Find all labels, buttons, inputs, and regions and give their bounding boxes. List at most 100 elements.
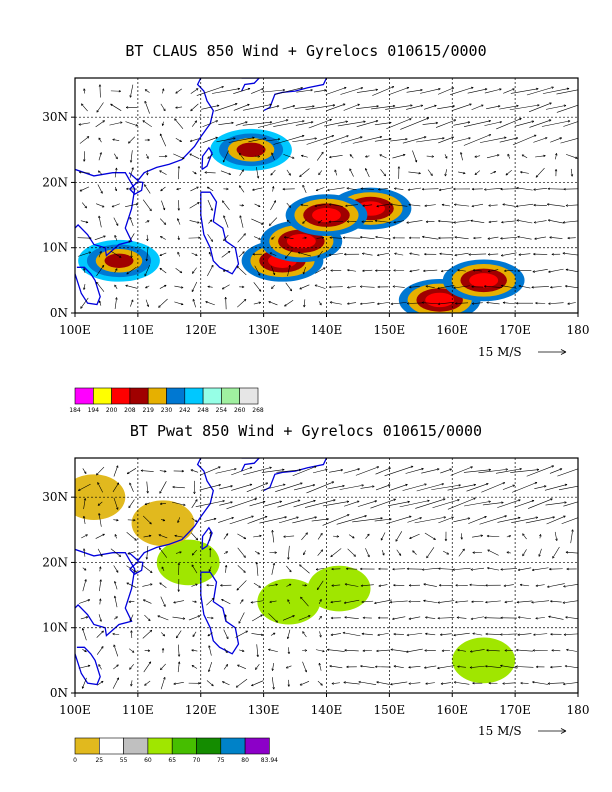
wind-vector (546, 515, 566, 525)
colorbar-label: 200 (106, 407, 118, 414)
wind-vector (549, 468, 563, 474)
wind-vector-head (99, 598, 102, 601)
coastline (75, 548, 136, 637)
reference-vector-label: 15 M/S (478, 724, 522, 738)
wind-vector-head (269, 600, 272, 604)
wind-vector (286, 219, 291, 224)
wind-vector (544, 484, 568, 491)
wind-vector-head (129, 160, 133, 163)
wind-vector-head (357, 468, 360, 471)
wind-vector (438, 220, 454, 223)
wind-vector-head (270, 173, 273, 176)
wind-vector (114, 595, 118, 608)
wind-vector (99, 566, 101, 572)
wind-vector-head (279, 500, 282, 503)
wind-vector (502, 302, 515, 305)
wind-vector-head (257, 552, 260, 555)
wind-vector-head (349, 154, 353, 157)
wind-vector (231, 466, 253, 476)
wind-vector (501, 220, 517, 223)
wind-vector (439, 253, 453, 256)
wind-vector-head (321, 236, 325, 239)
wind-vector-head (101, 205, 105, 208)
wind-vector-head (163, 284, 167, 288)
coastline (241, 458, 261, 472)
coastline (200, 571, 240, 655)
wind-vector (486, 649, 500, 652)
wind-vector-head (286, 636, 290, 640)
wind-vector (365, 533, 370, 539)
wind-vector-head (114, 188, 118, 192)
wind-vector (365, 168, 370, 178)
wind-vector (144, 650, 150, 652)
wind-vector-head (304, 669, 307, 673)
wind-vector-head (425, 682, 428, 685)
wind-vector (374, 518, 392, 522)
wind-vector-head (314, 137, 317, 140)
wind-vector (144, 614, 151, 621)
wind-vector-head (318, 662, 321, 666)
wind-vector-head (442, 498, 446, 501)
wind-vector-head (518, 516, 521, 520)
wind-vector (143, 661, 152, 673)
wind-vector-head (115, 167, 118, 171)
wind-vector-head (198, 682, 201, 685)
wind-vector (402, 136, 427, 144)
wind-vector (390, 649, 407, 653)
wind-vector (330, 548, 342, 558)
wind-vector (394, 253, 404, 256)
wind-vector-head (503, 584, 507, 587)
wind-vector-head (160, 188, 163, 192)
wind-vector (190, 469, 199, 473)
wind-vector-head (547, 203, 550, 206)
wind-vector (407, 302, 422, 304)
wind-vector (464, 501, 491, 507)
wind-vector (356, 89, 378, 93)
wind-vector-head (551, 86, 554, 89)
wind-vector-head (258, 237, 261, 240)
wind-vector (305, 104, 335, 110)
wind-vector-head (563, 682, 566, 686)
wind-vector (502, 682, 516, 684)
wind-vector (432, 499, 460, 509)
wind-vector-head (271, 286, 274, 289)
wind-vector-head (566, 567, 569, 571)
wind-vector (287, 264, 291, 277)
wind-vector (96, 680, 104, 686)
wind-vector (162, 88, 164, 94)
wind-vector-head (99, 566, 102, 569)
wind-vector (504, 269, 514, 272)
wind-vector (126, 582, 137, 588)
wind-vector (276, 469, 302, 473)
wind-vector-head (425, 285, 429, 288)
wind-vector-head (469, 103, 472, 106)
wind-vector-head (425, 632, 428, 636)
wind-vector (292, 516, 317, 524)
wind-vector-head (297, 499, 301, 502)
colorbar-swatch (184, 387, 204, 405)
wind-vector (406, 220, 423, 224)
panel-2-title: BT Pwat 850 Wind + Gyrelocs 010615/0000 (129, 422, 483, 440)
wind-vector-head (85, 220, 89, 224)
wind-vector (326, 103, 346, 112)
wind-vector-head (331, 584, 334, 587)
wind-vector-head (191, 665, 195, 668)
wind-vector-head (375, 88, 378, 92)
wind-vector-head (437, 601, 440, 604)
wind-vector (329, 665, 343, 669)
wind-vector-head (204, 171, 207, 174)
wind-vector-head (488, 681, 491, 685)
wind-vector (299, 284, 310, 290)
wind-vector (224, 648, 228, 654)
wind-vector (206, 680, 214, 687)
wind-vector-head (269, 103, 272, 107)
wind-vector (287, 599, 291, 604)
wind-vector (331, 584, 341, 586)
wind-vector-head (100, 554, 103, 557)
wind-vector (375, 467, 391, 475)
wind-vector (145, 285, 150, 289)
wind-vector (535, 167, 545, 178)
wind-vector-head (548, 615, 551, 619)
wind-vector-head (265, 482, 269, 485)
wind-vector (96, 203, 105, 208)
